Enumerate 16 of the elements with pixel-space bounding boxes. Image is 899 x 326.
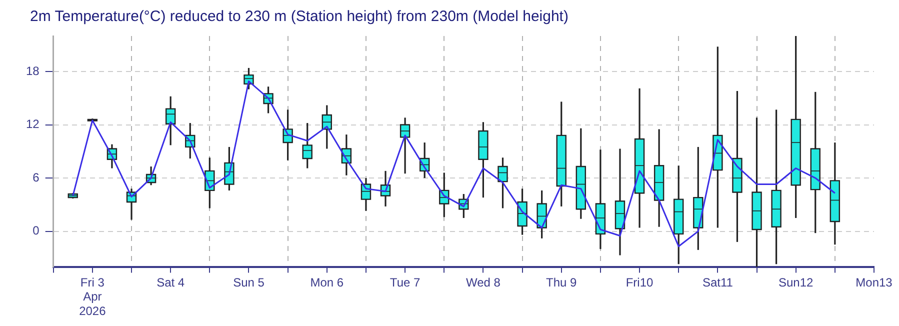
x-tick-label: Fri10 [626, 275, 654, 290]
y-tick-label: 12 [26, 117, 40, 132]
x-tick-label: Mon13 [856, 275, 893, 290]
y-tick-label: 18 [26, 64, 40, 78]
x-tick-label: Sat11 [702, 275, 734, 290]
x-tick-label: Sat 4 [156, 275, 185, 290]
x-tick-label: Mon 6 [310, 275, 344, 290]
y-tick-label: 0 [32, 224, 40, 238]
chart-title: 2m Temperature(°C) reduced to 230 m (Station height) from 230m (Model height) [30, 8, 568, 25]
x-tick-label: Tue 7 [390, 275, 420, 290]
x-tick-label: Sun12 [778, 275, 814, 290]
x-tick-label: Wed 8 [466, 275, 501, 290]
y-tick-label: 6 [32, 170, 40, 184]
x-tick-label: Sun 5 [233, 275, 265, 290]
x-tick-label: Fri 3 Apr 2026 [79, 275, 106, 318]
x-tick-label: Thu 9 [546, 275, 578, 290]
